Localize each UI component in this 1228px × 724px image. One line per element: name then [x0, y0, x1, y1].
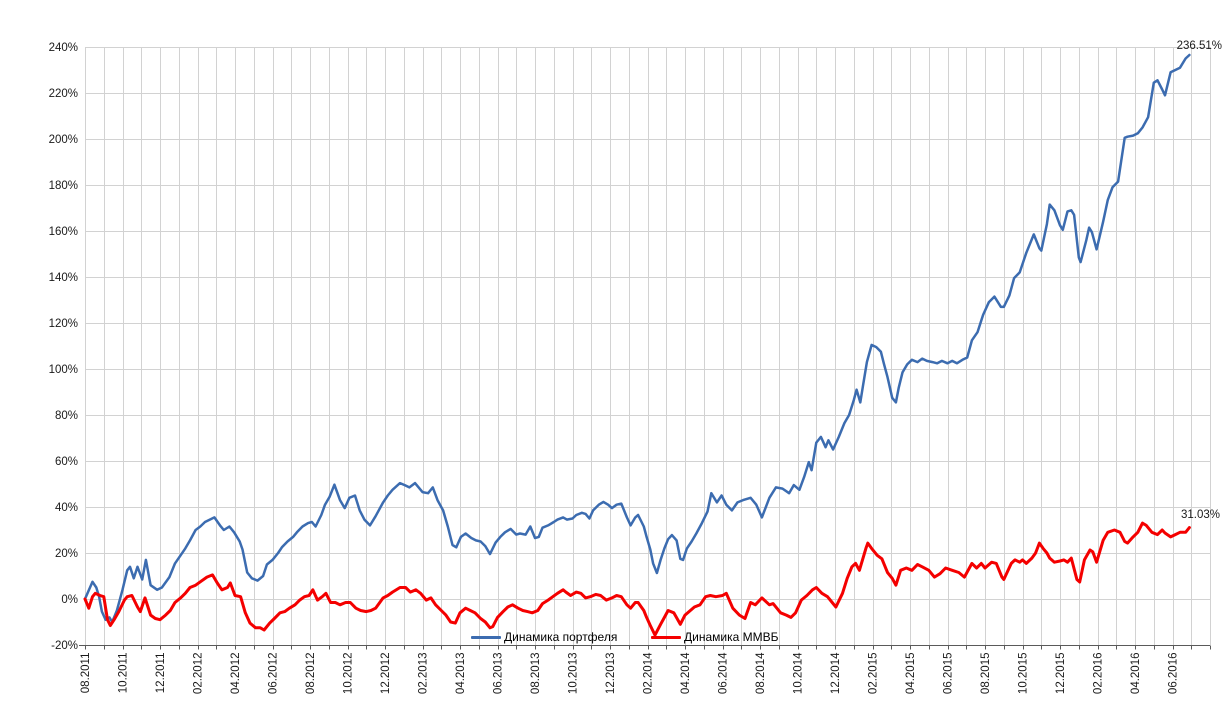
y-axis-label: 200% [49, 134, 78, 146]
portfolio-line-swatch [471, 635, 501, 639]
y-axis-label: 60% [55, 456, 78, 468]
x-axis-label: 12.2014 [830, 652, 842, 694]
y-axis-label: 0% [61, 594, 78, 606]
series-line-portfolio [83, 53, 1191, 624]
legend-label-micex: Динамика ММВБ [684, 630, 779, 644]
x-axis-label: 12.2015 [1055, 653, 1067, 695]
x-axis-label: 06.2012 [268, 653, 280, 695]
y-axis-label: -20% [51, 640, 78, 652]
x-axis-label: 02.2013 [418, 653, 430, 695]
x-axis-label: 02.2016 [1093, 653, 1105, 695]
x-axis-label: 08.2015 [980, 653, 992, 695]
y-axis-label: 20% [55, 548, 78, 560]
micex-line-swatch [651, 635, 681, 639]
y-axis-label: 120% [49, 318, 78, 330]
x-axis-label: 10.2012 [343, 653, 355, 695]
x-axis-label: 02.2012 [193, 653, 205, 695]
x-axis-label: 04.2012 [230, 653, 242, 695]
x-axis-label: 08.2011 [80, 653, 92, 694]
x-axis-label: 08.2013 [530, 653, 542, 695]
portfolio-end-value-label: 236.51% [1176, 40, 1222, 52]
x-axis-label: 10.2011 [118, 653, 130, 694]
x-axis-label: 06.2015 [943, 653, 955, 695]
legend-label-portfolio: Динамика портфеля [504, 630, 618, 644]
y-axis-label: 40% [55, 502, 78, 514]
x-axis-label: 06.2013 [493, 653, 505, 695]
y-axis-label: 220% [49, 88, 78, 100]
x-axis-label: 12.2013 [605, 653, 617, 695]
legend-item-portfolio: Динамика портфеля [471, 629, 617, 645]
y-axis-label: 140% [49, 272, 78, 284]
x-axis-label: 04.2013 [455, 653, 467, 695]
x-axis-label: 10.2014 [793, 652, 805, 694]
series-line-micex [83, 521, 1191, 637]
x-axis-label: 06.2016 [1168, 653, 1180, 695]
x-axis-label: 08.2012 [305, 653, 317, 695]
legend-item-micex: Динамика ММВБ [651, 629, 778, 645]
y-axis-label: 180% [49, 180, 78, 192]
x-axis-label: 04.2015 [905, 653, 917, 695]
x-axis-label: 12.2011 [155, 653, 167, 694]
x-axis-label: 08.2014 [755, 652, 767, 694]
y-axis-label: 160% [49, 226, 78, 238]
x-axis-label: 04.2014 [680, 652, 692, 694]
y-axis-label: 80% [55, 410, 78, 422]
x-axis-label: 10.2013 [568, 653, 580, 695]
x-axis-label: 04.2016 [1130, 653, 1142, 695]
x-axis-label: 02.2015 [868, 653, 880, 695]
x-axis-label: 12.2012 [380, 653, 392, 695]
x-axis-label: 10.2015 [1018, 653, 1030, 695]
micex-end-value-label: 31.03% [1180, 509, 1220, 521]
x-axis-label: 06.2014 [718, 652, 730, 694]
y-axis-label: 100% [49, 364, 78, 376]
x-axis-label: 02.2014 [643, 652, 655, 694]
y-axis-label: 240% [49, 42, 78, 54]
